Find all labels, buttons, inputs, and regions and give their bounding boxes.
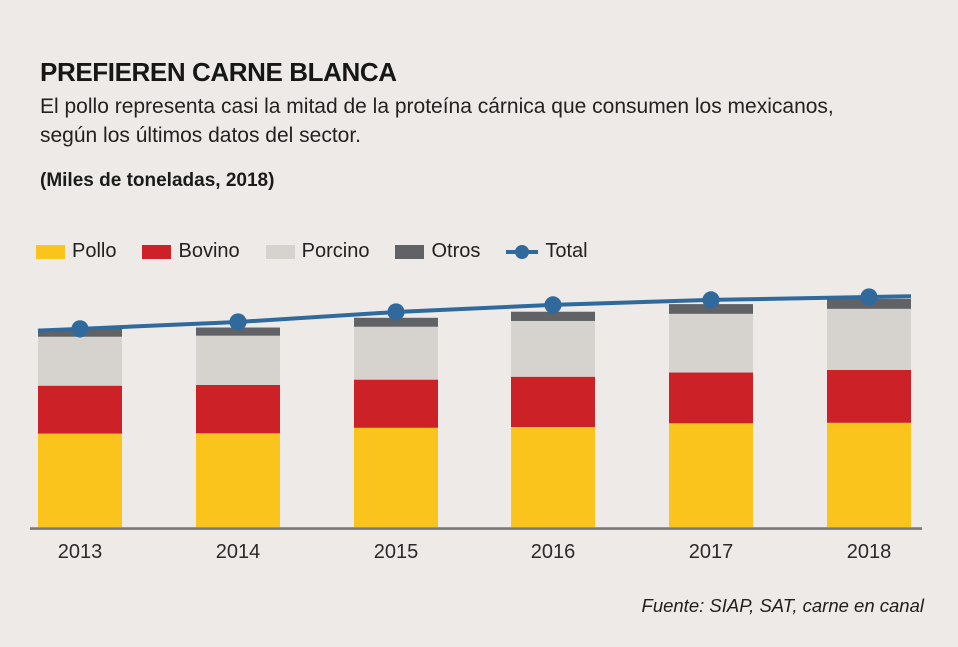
total-line-dot-icon [506, 244, 539, 259]
bar-segment-bovino-2017 [669, 372, 753, 424]
page-title: PREFIEREN CARNE BLANCA [40, 57, 397, 87]
otros-swatch-icon [395, 244, 425, 259]
subtitle: El pollo representa casi la mitad de la … [40, 93, 834, 150]
bar-segment-pollo-2014 [196, 433, 280, 527]
bar-segment-otros-2016 [511, 311, 595, 321]
total-point-2015 [387, 303, 405, 321]
bar-segment-pollo-2017 [669, 423, 753, 527]
legend-label-bovino: Bovino [178, 240, 240, 262]
total-point-2016 [544, 296, 562, 314]
bar-segment-otros-2017 [669, 304, 753, 314]
x-axis-labels: 2013 2014 2015 2016 2017 2018 [0, 541, 958, 565]
legend-label-total: Total [545, 240, 588, 262]
legend-label-pollo: Pollo [72, 240, 117, 262]
legend-item-porcino: Porcino [265, 240, 370, 263]
pollo-swatch-icon [36, 244, 65, 259]
total-line [37, 294, 912, 333]
subtitle-line-2: según los últimos datos del sector. [40, 123, 362, 147]
porcino-swatch-icon [265, 244, 295, 259]
total-point-2013 [71, 320, 89, 338]
bar-segment-bovino-2014 [196, 384, 280, 434]
bar-segment-bovino-2013 [38, 385, 122, 434]
total-point-2018 [860, 288, 878, 306]
bar-segment-porcino-2016 [511, 320, 595, 377]
source-note: Fuente: SIAP, SAT, carne en canal [641, 595, 924, 616]
bar-segment-pollo-2015 [354, 427, 438, 527]
bar-segment-porcino-2014 [196, 335, 280, 385]
bar-segment-porcino-2015 [354, 326, 438, 380]
bar-segment-porcino-2013 [38, 336, 122, 386]
x-axis-label-2015: 2015 [373, 541, 419, 563]
bar-segment-otros-2015 [354, 317, 438, 327]
legend-item-pollo: Pollo [36, 240, 116, 263]
total-point-2014 [229, 313, 247, 331]
x-axis-label-2016: 2016 [530, 541, 576, 563]
bar-segment-pollo-2013 [38, 433, 122, 527]
legend-label-porcino: Porcino [301, 240, 370, 262]
legend: Pollo Bovino Porcino Otros Total [36, 240, 588, 263]
subtitle-line-1: El pollo representa casi la mitad de la … [40, 95, 834, 118]
bar-segment-pollo-2016 [511, 427, 595, 527]
bar-segment-bovino-2018 [827, 369, 911, 423]
bar-segment-porcino-2017 [669, 313, 753, 373]
x-axis-label-2014: 2014 [215, 541, 261, 563]
legend-item-otros: Otros [395, 240, 480, 263]
bar-segment-bovino-2016 [511, 376, 595, 427]
x-axis-label-2013: 2013 [57, 541, 103, 563]
x-axis-label-2017: 2017 [688, 541, 734, 563]
bar-segment-otros-2014 [196, 327, 280, 336]
bar-segment-pollo-2018 [827, 422, 911, 527]
x-axis-label-2018: 2018 [846, 541, 892, 563]
bar-segment-porcino-2018 [827, 308, 911, 370]
legend-label-otros: Otros [431, 240, 481, 262]
legend-item-total: Total [506, 240, 588, 263]
total-dot-icon [515, 244, 530, 259]
bar-segment-bovino-2015 [354, 379, 438, 428]
total-point-2017 [702, 291, 720, 309]
legend-item-bovino: Bovino [142, 240, 240, 263]
bovino-swatch-icon [142, 244, 172, 259]
units-note: (Miles de toneladas, 2018) [40, 170, 275, 191]
